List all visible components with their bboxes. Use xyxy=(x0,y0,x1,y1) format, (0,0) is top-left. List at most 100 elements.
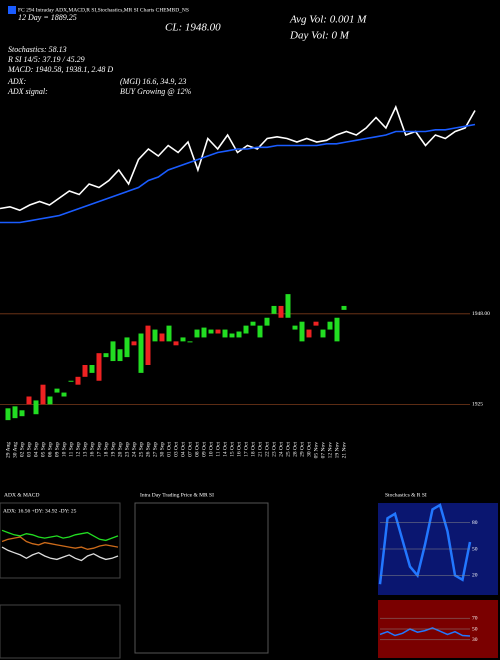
x-tick-label: 21 Oct xyxy=(257,442,263,457)
candle-body xyxy=(278,305,284,318)
series-line xyxy=(1,529,119,542)
candle-body xyxy=(166,325,172,342)
x-tick-label: 08 Oct xyxy=(194,442,200,457)
adx-panel xyxy=(0,502,121,579)
x-tick-label: 21 Nov xyxy=(341,442,347,459)
x-tick-label: 06 Sep xyxy=(47,442,53,457)
x-tick-label: 01 Oct xyxy=(166,442,172,457)
candle-body xyxy=(96,353,102,381)
header-line: FC 294 Intraday ADX,MACD,R SI,Stochastic… xyxy=(18,7,189,13)
x-tick-label: 17 Oct xyxy=(243,442,249,457)
candle-body xyxy=(222,329,228,338)
x-tick-label: 30 Sep xyxy=(159,442,165,457)
x-tick-label: 11 Oct xyxy=(215,442,221,457)
x-tick-label: 23 Sep xyxy=(124,442,130,457)
x-tick-label: 12 Sep xyxy=(75,442,81,457)
rsi: R SI 14/5: 37.19 / 45.29 xyxy=(7,55,85,64)
x-tick-label: 20 Sep xyxy=(117,442,123,457)
legend-swatch xyxy=(8,6,16,14)
y-tick-label: 50 xyxy=(472,546,478,552)
candle-body xyxy=(292,325,298,330)
candle-body xyxy=(40,384,46,405)
panel-title: Intra Day Trading Price & MR SI xyxy=(140,492,214,498)
candle-body xyxy=(68,380,74,382)
x-tick-label: 07 Nov xyxy=(320,442,326,459)
x-tick-label: 29 Aug xyxy=(5,442,11,458)
x-tick-label: 25 Sep xyxy=(138,442,144,457)
x-tick-label: 23 Oct xyxy=(271,442,277,457)
candle-body xyxy=(117,349,123,362)
candle-body xyxy=(110,341,116,362)
candle-body xyxy=(47,396,53,405)
series-line xyxy=(379,627,471,637)
x-tick-label: 07 Oct xyxy=(187,442,193,457)
x-tick-label: 10 Sep xyxy=(61,442,67,457)
candle-body xyxy=(264,317,270,326)
x-tick-label: 29 Oct xyxy=(299,442,305,457)
candle-body xyxy=(236,331,242,338)
candle-body xyxy=(19,410,25,417)
candle-body xyxy=(145,325,151,365)
close-price: CL: 1948.00 xyxy=(165,22,221,34)
macd: MACD: 1940.58, 1938.1, 2.48 D xyxy=(7,65,113,74)
candle-body xyxy=(54,388,60,393)
candle-body xyxy=(61,392,67,397)
candle-body xyxy=(103,353,109,358)
candle-body xyxy=(152,329,158,342)
x-tick-label: 28 Oct xyxy=(292,442,298,457)
candle-body xyxy=(12,406,18,419)
x-tick-label: 02 Sep xyxy=(19,442,25,457)
x-tick-label: 10 Oct xyxy=(208,442,214,457)
x-tick-label: 05 Nov xyxy=(313,442,319,459)
y-tick-label: 1948.00 xyxy=(472,311,490,317)
candle-body xyxy=(320,329,326,338)
adx-signal-label: ADX signal: xyxy=(7,87,48,96)
candle-body xyxy=(75,376,81,385)
y-tick-label: 80 xyxy=(472,520,478,526)
panel-title: Stochastics & R SI xyxy=(385,492,427,498)
stochastics: Stochastics: 58.13 xyxy=(8,45,67,54)
candle-body xyxy=(250,321,256,326)
x-tick-label: 27 Sep xyxy=(152,442,158,457)
x-tick-label: 19 Sep xyxy=(110,442,116,457)
x-tick-label: 09 Oct xyxy=(201,442,207,457)
candle-body xyxy=(82,365,88,377)
adx-signal: BUY Growing @ 12% xyxy=(120,87,192,96)
candle-body xyxy=(243,325,249,334)
x-tick-label: 30 Oct xyxy=(306,442,312,457)
candle-body xyxy=(257,325,263,338)
candle-body xyxy=(131,341,137,346)
x-tick-label: 16 Sep xyxy=(89,442,95,457)
x-tick-label: 25 Oct xyxy=(285,442,291,457)
x-tick-label: 13 Sep xyxy=(82,442,88,457)
x-tick-label: 17 Sep xyxy=(96,442,102,457)
candle-body xyxy=(159,333,165,342)
candle-body xyxy=(215,329,221,334)
x-tick-label: 26 Sep xyxy=(145,442,151,457)
candle-body xyxy=(327,321,333,330)
candle-body xyxy=(229,333,235,338)
y-tick-label: 70 xyxy=(472,615,478,621)
candle-body xyxy=(313,321,319,326)
x-tick-label: 24 Oct xyxy=(278,442,284,457)
candle-body xyxy=(271,305,277,314)
candle-body xyxy=(138,333,144,373)
x-tick-label: 03 Sep xyxy=(26,442,32,457)
candle-body xyxy=(285,294,291,318)
candle-body xyxy=(124,337,130,358)
y-tick-label: 1925 xyxy=(472,402,483,408)
candle-body xyxy=(341,305,347,310)
x-tick-label: 18 Sep xyxy=(103,442,109,457)
day-volume: Day Vol: 0 M xyxy=(289,30,350,42)
adx-label: ADX: xyxy=(7,77,27,86)
avg-volume: Avg Vol: 0.001 M xyxy=(289,14,367,26)
adx-label: ADX: 16.56 +DY: 34.92 -DY: 25 xyxy=(3,508,77,514)
adx-values: (MGI) 16.6, 34.9, 23 xyxy=(120,77,186,86)
header-line: 12 Day = 1889.25 xyxy=(18,13,77,22)
x-tick-label: 19 Nov xyxy=(334,442,340,459)
candle-body xyxy=(187,341,193,343)
candle-body xyxy=(26,396,32,405)
candle-body xyxy=(201,327,207,338)
series-line xyxy=(0,104,476,212)
